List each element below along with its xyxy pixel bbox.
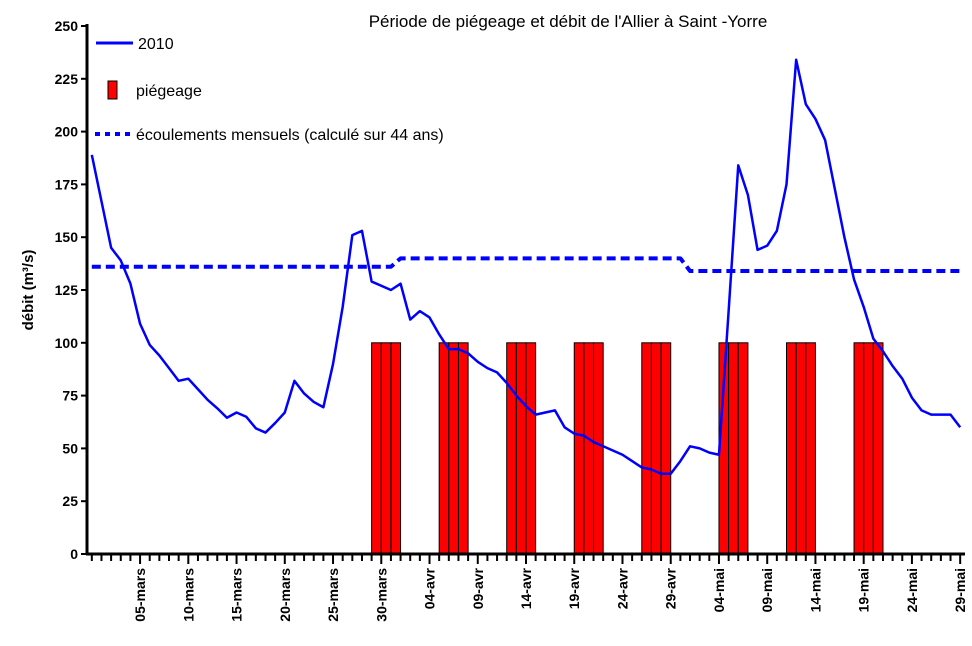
bar <box>438 342 450 555</box>
bar <box>872 342 884 555</box>
bar <box>457 342 469 555</box>
bar <box>390 342 402 555</box>
x-tick-label: 30-mars <box>373 568 389 622</box>
x-tick-label: 20-mars <box>277 568 293 622</box>
y-tick-label: 125 <box>55 282 79 298</box>
bar <box>728 342 739 555</box>
flow-line <box>90 58 962 475</box>
chart-title: Période de piégeage et débit de l'Allier… <box>369 12 768 31</box>
x-tick-label: 05-mars <box>132 568 148 622</box>
bar <box>380 342 392 555</box>
x-tick-label: 19-avr <box>566 567 582 609</box>
bar <box>506 342 517 555</box>
x-tick-label: 24-mai <box>904 568 920 612</box>
bar <box>573 342 585 555</box>
x-tick-label: 29-avr <box>663 567 679 609</box>
bar <box>448 342 459 555</box>
x-tick-label: 09-avr <box>470 567 486 609</box>
y-tick-label: 200 <box>55 124 79 140</box>
y-tick-label: 250 <box>55 18 79 34</box>
y-tick-label: 75 <box>62 388 78 404</box>
y-tick-label: 175 <box>55 176 79 192</box>
legend-swatch <box>107 80 118 100</box>
x-tick-label: 04-avr <box>422 567 438 609</box>
bar <box>795 342 807 555</box>
bar <box>525 342 537 555</box>
y-tick-label: 150 <box>55 229 79 245</box>
x-tick-label: 14-avr <box>518 567 534 609</box>
y-tick-label: 225 <box>55 71 79 87</box>
bar <box>371 342 382 555</box>
bar <box>641 342 652 555</box>
bar <box>786 342 797 555</box>
legend-label: 2010 <box>138 36 174 53</box>
y-tick-label: 0 <box>70 546 78 562</box>
x-tick-label: 25-mars <box>325 568 341 622</box>
bar <box>863 342 874 555</box>
x-tick-label: 24-avr <box>614 567 630 609</box>
x-tick-label: 29-mai <box>952 568 968 612</box>
x-tick-label: 19-mai <box>856 568 872 612</box>
y-tick-label: 25 <box>62 493 78 509</box>
legend-label: piégeage <box>136 83 202 100</box>
bar <box>515 342 527 555</box>
bar <box>660 342 672 555</box>
mean-line <box>91 256 961 273</box>
bar <box>853 342 865 555</box>
x-tick-label: 15-mars <box>229 568 245 622</box>
x-tick-label: 09-mai <box>759 568 775 612</box>
legend-label: écoulements mensuels (calculé sur 44 ans… <box>136 127 444 144</box>
x-tick-label: 10-mars <box>180 568 196 622</box>
y-axis-label: débit (m³/s) <box>20 250 37 331</box>
x-tick-label: 14-mai <box>807 568 823 612</box>
bar <box>805 342 816 555</box>
y-tick-label: 50 <box>62 440 78 456</box>
bar <box>583 342 595 555</box>
y-tick-label: 100 <box>55 335 79 351</box>
bar <box>737 342 749 555</box>
x-tick-label: 04-mai <box>711 568 727 612</box>
bar <box>650 342 662 555</box>
bar <box>593 342 604 555</box>
